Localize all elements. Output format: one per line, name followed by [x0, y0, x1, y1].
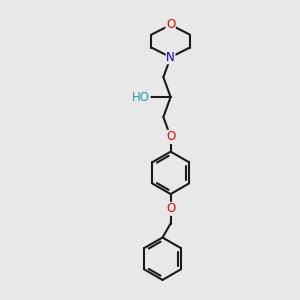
- Text: O: O: [166, 202, 175, 215]
- Text: N: N: [166, 51, 175, 64]
- Text: O: O: [166, 18, 175, 32]
- Text: O: O: [166, 130, 175, 143]
- Text: HO: HO: [132, 91, 150, 103]
